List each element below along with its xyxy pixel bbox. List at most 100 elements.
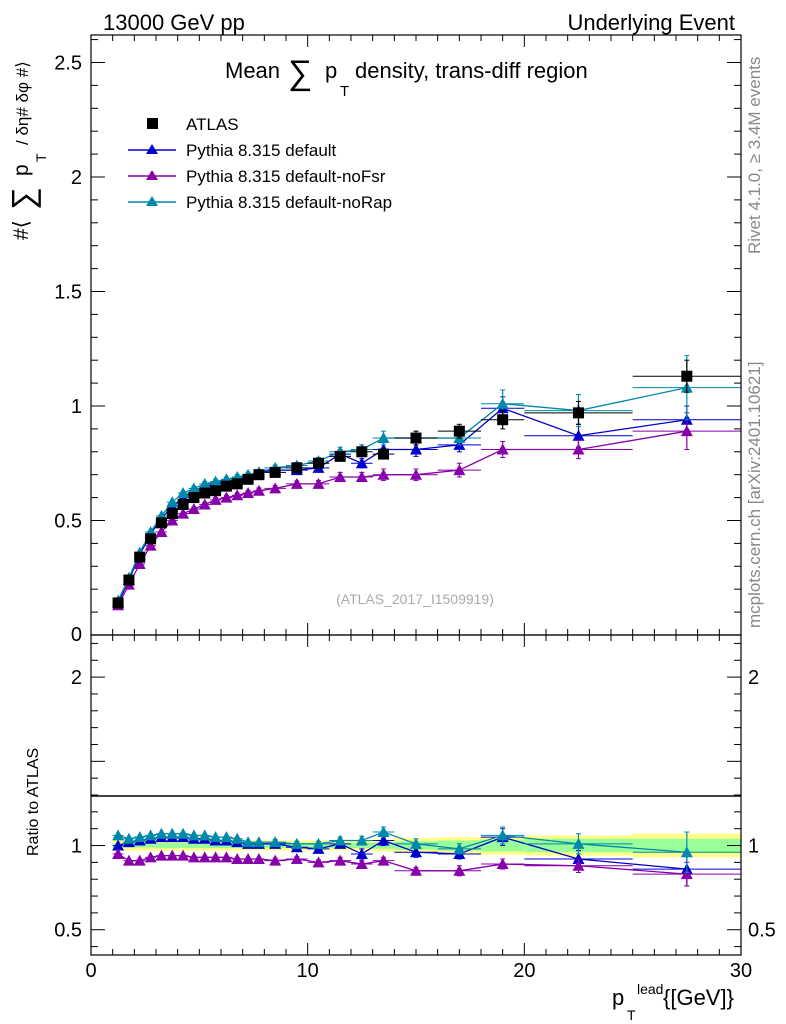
main-point-atlas [145, 533, 157, 545]
main-point-atlas [356, 446, 368, 458]
main-point-atlas [199, 487, 211, 499]
main-point-pythia-8-315-default-norap [496, 397, 509, 409]
ratio-point-pythia-8-315-default-norap [572, 837, 585, 849]
ratio-band-stat [199, 843, 211, 849]
ratio-point-pythia-8-315-default-nofsr [220, 851, 233, 863]
main-point-pythia-8-315-default [410, 443, 422, 455]
main-ytick-label: 2 [71, 167, 82, 189]
ratio-point-pythia-8-315-default [355, 847, 368, 859]
ratio-point-pythia-8-315-default [410, 846, 422, 858]
legend-marker-norap [146, 196, 158, 206]
main-point-pythia-8-315-default-nofsr [334, 470, 347, 482]
main-point-pythia-8-315-default-nofsr [177, 507, 190, 519]
ratio-point-pythia-8-315-default-nofsr [122, 854, 135, 866]
title-p: p [325, 58, 337, 83]
xlabel-unit: {[GeV]} [663, 985, 734, 1010]
main-ylabel: #⟨ ∑ p T / δη# δφ #⟩ [5, 61, 51, 240]
main-point-atlas [410, 432, 422, 444]
main-point-pythia-8-315-default-nofsr [496, 443, 509, 455]
title-rest: density, trans-diff region [355, 58, 588, 83]
ratio-point-pythia-8-315-default-norap [377, 826, 390, 838]
ratio-ytick-label: 1 [71, 836, 82, 858]
xlabel-p: p [612, 985, 624, 1010]
ratio-point-pythia-8-315-default-nofsr [231, 853, 244, 864]
main-point-atlas [497, 414, 509, 426]
main-point-pythia-8-315-default-nofsr [355, 470, 368, 482]
ratio-point-pythia-8-315-default-nofsr [198, 851, 211, 863]
main-point-atlas [573, 407, 584, 419]
ratio-point-pythia-8-315-default-nofsr [166, 849, 179, 861]
main-point-atlas [155, 517, 167, 529]
mcplots-label: mcplots.cern.ch [arXiv:2401.10621] [745, 362, 764, 628]
ratio-point-pythia-8-315-default-nofsr [496, 858, 509, 870]
main-point-pythia-8-315-default-norap [177, 487, 190, 499]
ylabel-p: p [10, 164, 33, 176]
ratio-point-pythia-8-315-default-nofsr [252, 853, 265, 864]
ratio-series-pythia-8-315-default-norap [112, 826, 741, 873]
ratio-ytick-label: 2 [71, 667, 82, 689]
main-point-pythia-8-315-default-nofsr [144, 539, 157, 551]
ratio-point-pythia-8-315-default-norap [312, 837, 325, 849]
main-point-pythia-8-315-default-nofsr [410, 468, 422, 480]
ratio-point-pythia-8-315-default-norap [680, 846, 693, 858]
ratio-point-pythia-8-315-default-norap [220, 831, 233, 843]
ratio-point-pythia-8-315-default-norap [166, 827, 179, 839]
header-left: 13000 GeV pp [103, 10, 245, 35]
main-point-atlas [313, 457, 324, 469]
ratio-point-pythia-8-315-default-norap [198, 829, 211, 841]
ratio-point-pythia-8-315-default-norap [410, 837, 422, 849]
main-ytick-label: 1 [71, 396, 82, 418]
main-point-atlas [210, 485, 222, 497]
main-ytick-label-zero: 0 [71, 624, 82, 646]
main-point-atlas [291, 462, 303, 474]
ratio-point-pythia-8-315-default [377, 834, 390, 846]
ratio-series-pythia-8-315-default-nofsr [112, 847, 741, 887]
main-point-pythia-8-315-default-norap [377, 432, 390, 444]
legend: ATLAS Pythia 8.315 default Pythia 8.315 … [128, 115, 392, 212]
main-point-atlas [242, 473, 254, 485]
main-point-pythia-8-315-default-nofsr [572, 443, 585, 455]
ratio-point-pythia-8-315-default-nofsr [377, 854, 390, 866]
analysis-reference: (ATLAS_2017_I1509919) [336, 591, 494, 607]
ratio-point-pythia-8-315-default-nofsr [680, 868, 693, 880]
ratio-point-pythia-8-315-default-norap [177, 827, 190, 839]
ratio-point-pythia-8-315-default-nofsr [312, 856, 325, 868]
ratio-point-pythia-8-315-default-nofsr [242, 853, 255, 864]
legend-label-nofsr: Pythia 8.315 default-noFsr [186, 167, 386, 186]
x-tick-label: 20 [513, 960, 535, 982]
main-point-atlas [177, 498, 189, 510]
ylabel-prefix: #⟨ [10, 220, 33, 240]
ratio-band-stat [188, 843, 200, 849]
svg-text:#⟨ ∑ p T: #⟨ ∑ p T / δη# δφ #⟩ [5, 61, 51, 240]
ratio-band-stat [210, 843, 221, 849]
main-point-atlas [334, 450, 346, 462]
plot-title: Mean ∑ p T density, trans-diff region [225, 54, 588, 101]
ratio-point-pythia-8-315-default-nofsr [155, 849, 168, 861]
main-point-atlas [253, 469, 265, 481]
ylabel-sub-t: T [33, 153, 49, 162]
main-series-atlas [112, 359, 741, 609]
ratio-point-pythia-8-315-default-norap [122, 832, 135, 844]
main-point-atlas [378, 448, 389, 460]
main-point-pythia-8-315-default-nofsr [269, 482, 282, 494]
main-point-pythia-8-315-default [355, 457, 368, 469]
main-point-pythia-8-315-default-nofsr [453, 464, 466, 476]
main-point-pythia-8-315-default-nofsr [133, 558, 146, 570]
ratio-point-pythia-8-315-default-nofsr [334, 854, 347, 866]
xlabel-sub-t: T [627, 1007, 636, 1023]
ratio-point-pythia-8-315-default-norap [112, 829, 125, 841]
main-point-atlas [453, 425, 465, 437]
main-point-atlas [134, 551, 146, 563]
ratio-point-pythia-8-315-default-nofsr [269, 854, 282, 866]
ratio-band-stat [221, 843, 232, 849]
ratio-point-pythia-8-315-default-norap [187, 829, 200, 841]
ratio-point-pythia-8-315-default-norap [355, 834, 368, 846]
ratio-series-layer [112, 826, 741, 887]
ratio-point-pythia-8-315-default-nofsr [112, 847, 125, 859]
main-point-pythia-8-315-default-nofsr [312, 477, 325, 489]
ratio-point-pythia-8-315-default-norap [133, 831, 146, 843]
ratio-band-stat [156, 843, 167, 849]
main-series-layer [112, 355, 741, 611]
main-series-pythia-8-315-default-nofsr [112, 412, 741, 611]
